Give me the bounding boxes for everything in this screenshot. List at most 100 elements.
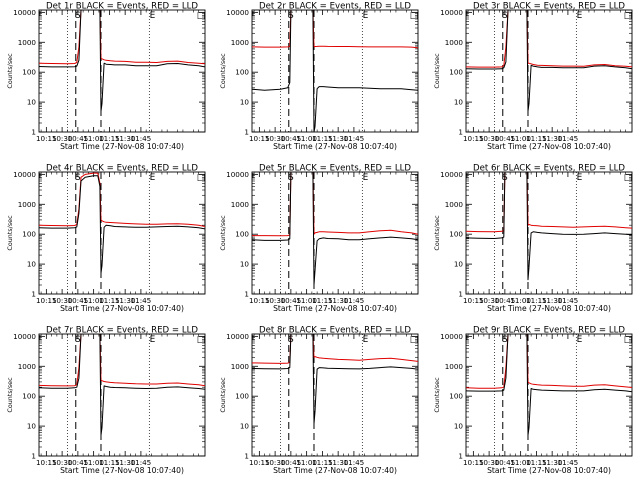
series-line-events	[466, 10, 632, 112]
x-tick-label: 11:00	[296, 296, 317, 305]
x-tick-label: 11:45	[558, 458, 579, 467]
panel-title: Det 3r BLACK = Events, RED = LLD	[473, 2, 625, 12]
panel-det-9r: Det 9r BLACK = Events, RED = LLD 1 10 100 10…	[433, 326, 633, 475]
y-tick-label: 1	[244, 290, 249, 299]
y-tick-label: 10000	[440, 332, 463, 341]
x-tick-label: 11:45	[344, 458, 365, 467]
panel-title: Det 8r BLACK = Events, RED = LLD	[259, 326, 411, 336]
x-tick-label: 10:45	[68, 296, 89, 305]
x-tick-label: 10:15	[463, 134, 484, 143]
panel-det-3r: Det 3r BLACK = Events, RED = LLD 1 10 100 10…	[433, 2, 633, 151]
time-marker-label: S	[288, 11, 294, 21]
y-tick-label: 100	[449, 230, 463, 239]
time-marker-label: E	[150, 335, 156, 345]
y-tick-label: 1000	[18, 362, 37, 371]
y-tick-label: 1000	[231, 362, 250, 371]
plot-frame	[251, 333, 419, 457]
x-tick-label: 10:45	[68, 458, 89, 467]
x-tick-label: 11:15	[526, 134, 547, 143]
x-tick-label: 11:00	[83, 296, 104, 305]
plot-frame	[251, 171, 419, 295]
y-axis-label: Counts/sec	[6, 215, 14, 251]
plot-frame	[465, 9, 633, 133]
x-tick-label: 11:15	[99, 458, 120, 467]
y-axis-label: Counts/sec	[219, 215, 227, 251]
x-tick-label: 10:30	[479, 296, 500, 305]
time-marker-label: S	[288, 173, 294, 183]
series-line-events	[466, 334, 632, 436]
y-tick-label: 1000	[445, 200, 464, 209]
x-tick-label: 11:15	[312, 296, 333, 305]
plot-frame	[38, 333, 206, 457]
x-axis-label: Start Time (27-Nov-08 10:07:40)	[273, 142, 397, 151]
panel-det-1r: Det 1r BLACK = Events, RED = LLD 1 10 100 10…	[6, 2, 206, 151]
time-marker-label: E	[577, 173, 583, 183]
time-marker-label: E	[363, 335, 369, 345]
y-tick-label: 100	[449, 392, 463, 401]
y-tick-label: 10	[240, 260, 250, 269]
time-marker-label: □	[197, 11, 206, 21]
x-tick-label: 11:45	[558, 296, 579, 305]
series-line-lld	[252, 172, 418, 237]
series-group	[466, 334, 632, 436]
y-axis-label: Counts/sec	[433, 377, 441, 413]
y-tick-label: 10	[27, 98, 37, 107]
series-group	[252, 172, 418, 286]
time-marker-label: E	[577, 335, 583, 345]
x-tick-label: 10:15	[36, 296, 57, 305]
x-tick-label: 11:30	[542, 134, 563, 143]
series-line-lld	[39, 10, 205, 65]
x-tick-label: 10:15	[463, 458, 484, 467]
x-tick-label: 10:45	[281, 134, 302, 143]
x-tick-label: 11:45	[558, 134, 579, 143]
x-tick-label: 11:30	[328, 296, 349, 305]
panel-title: Det 6r BLACK = Events, RED = LLD	[473, 164, 625, 174]
y-tick-label: 1	[244, 452, 249, 461]
x-tick-label: 11:30	[328, 458, 349, 467]
x-tick-label: 10:15	[249, 296, 270, 305]
series-line-events	[39, 175, 205, 274]
series-line-events	[39, 10, 205, 112]
series-line-events	[466, 172, 632, 281]
x-tick-label: 11:15	[312, 458, 333, 467]
series-line-lld	[466, 172, 632, 233]
y-tick-label: 10000	[226, 332, 249, 341]
x-axis-label: Start Time (27-Nov-08 10:07:40)	[273, 466, 397, 475]
panel-det-6r: Det 6r BLACK = Events, RED = LLD 1 10 100 10…	[433, 164, 633, 313]
panel-title: Det 9r BLACK = Events, RED = LLD	[473, 326, 625, 336]
x-tick-label: 11:30	[115, 296, 136, 305]
panel-title: Det 2r BLACK = Events, RED = LLD	[259, 2, 411, 12]
y-tick-label: 10000	[226, 170, 249, 179]
x-tick-label: 10:45	[495, 458, 516, 467]
time-marker-label: E	[150, 11, 156, 21]
x-tick-label: 11:30	[542, 296, 563, 305]
x-tick-label: 11:15	[526, 296, 547, 305]
y-tick-label: 1000	[231, 38, 250, 47]
y-axis-label: Counts/sec	[6, 53, 14, 89]
x-tick-label: 10:30	[479, 458, 500, 467]
y-tick-label: 10000	[226, 8, 249, 17]
time-marker-label: S	[75, 335, 81, 345]
time-marker-label: □	[624, 11, 633, 21]
x-tick-label: 10:30	[52, 296, 73, 305]
x-tick-label: 11:45	[344, 296, 365, 305]
series-line-lld	[466, 334, 632, 389]
series-line-events	[39, 334, 205, 436]
x-tick-label: 10:45	[281, 458, 302, 467]
time-marker-label: E	[363, 173, 369, 183]
y-tick-label: 1	[458, 452, 463, 461]
y-tick-label: 1000	[445, 362, 464, 371]
x-axis-label: Start Time (27-Nov-08 10:07:40)	[60, 142, 184, 151]
time-marker-label: □	[197, 173, 206, 183]
x-tick-label: 11:00	[296, 458, 317, 467]
x-tick-label: 10:30	[265, 458, 286, 467]
plot-frame	[38, 171, 206, 295]
x-tick-label: 11:00	[83, 458, 104, 467]
y-tick-label: 10	[454, 422, 464, 431]
x-tick-label: 11:45	[344, 134, 365, 143]
y-tick-label: 10	[240, 98, 250, 107]
x-tick-label: 10:30	[52, 134, 73, 143]
y-tick-label: 100	[235, 68, 249, 77]
x-tick-label: 10:15	[463, 296, 484, 305]
x-tick-label: 11:45	[131, 458, 152, 467]
